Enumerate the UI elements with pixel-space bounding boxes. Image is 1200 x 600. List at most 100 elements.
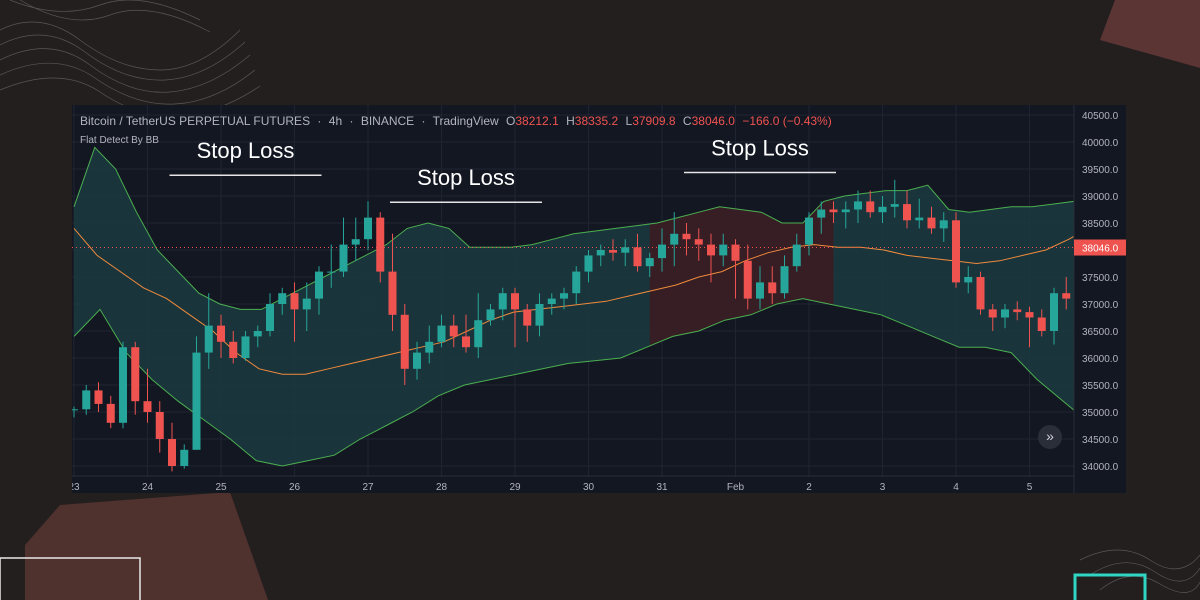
header-sep: · xyxy=(349,114,354,128)
price-tick-label: 34500.0 xyxy=(1082,435,1119,446)
candle-body xyxy=(290,293,299,310)
candle-body xyxy=(425,341,434,353)
candle-body xyxy=(780,266,789,294)
time-tick-label: 29 xyxy=(509,482,521,493)
header-sep: · xyxy=(317,114,322,128)
candle-body xyxy=(168,439,176,466)
candle-body xyxy=(315,271,323,299)
chart-canvas[interactable]: Stop Loss Stop Loss Stop Loss 34000.0 34500.… xyxy=(72,105,1126,493)
candle-body xyxy=(596,250,605,256)
candle-body xyxy=(658,244,666,259)
candle-body xyxy=(609,250,617,253)
price-tick-label: 38500.0 xyxy=(1082,219,1119,230)
candle-body xyxy=(523,309,532,326)
candle-body xyxy=(400,314,409,369)
candle-body xyxy=(155,412,164,439)
candle-body xyxy=(988,309,997,318)
price-tick-label: 36000.0 xyxy=(1082,354,1119,365)
time-tick-label: 26 xyxy=(289,482,301,493)
price-tick-label: 39500.0 xyxy=(1082,165,1119,176)
lower-band-line xyxy=(73,298,1116,467)
candle-body xyxy=(964,277,973,283)
symbol-name[interactable]: Bitcoin / TetherUS PERPETUAL FUTURES xyxy=(80,114,311,128)
candle-body xyxy=(180,449,189,466)
candle-body xyxy=(241,336,250,358)
candle-body xyxy=(376,217,385,272)
decor-shape-top-right xyxy=(1100,0,1200,68)
candle-body xyxy=(743,260,752,299)
time-tick-label: Feb xyxy=(727,482,745,493)
candle-body xyxy=(1037,317,1046,331)
exchange: BINANCE xyxy=(360,114,415,128)
time-tick-label: 2 xyxy=(806,482,812,493)
close-value: C38046.0 xyxy=(682,114,735,128)
candle-body xyxy=(462,336,470,348)
candle-body xyxy=(339,244,348,272)
basis-line xyxy=(73,214,1116,375)
candle-body xyxy=(1001,309,1009,318)
candle-body xyxy=(878,206,887,213)
header-sep: · xyxy=(421,114,426,128)
candle-body xyxy=(192,352,201,450)
candle-body xyxy=(768,282,777,294)
time-tick-label: 3 xyxy=(880,482,886,493)
candle-body xyxy=(756,282,764,299)
candle-body xyxy=(976,277,985,310)
candle-body xyxy=(364,217,372,240)
price-tick-label: 34000.0 xyxy=(1082,462,1119,473)
candle-body xyxy=(645,258,654,267)
open-value: O38212.1 xyxy=(506,114,559,128)
time-tick-label: 5 xyxy=(1027,482,1033,493)
time-tick-label: 24 xyxy=(142,482,154,493)
candle-body xyxy=(841,209,850,213)
candle-body xyxy=(731,244,740,261)
candle-body xyxy=(511,293,519,310)
candle-body xyxy=(143,401,152,412)
high-value: H38335.2 xyxy=(566,114,619,128)
candle-body xyxy=(707,244,715,256)
candle-body xyxy=(535,304,544,326)
candle-body xyxy=(890,204,899,207)
stop-loss-label: Stop Loss xyxy=(711,136,809,161)
candle-body xyxy=(94,390,103,404)
candle-body xyxy=(792,244,801,267)
flat-zone-fill xyxy=(649,198,834,346)
price-tick-label: 35000.0 xyxy=(1082,408,1119,419)
time-tick-label: 23 xyxy=(72,482,80,493)
last-price-tag xyxy=(1074,239,1126,256)
price-tick-label: 40000.0 xyxy=(1082,138,1119,149)
time-tick-label: 28 xyxy=(436,482,448,493)
candle-body xyxy=(817,209,826,218)
time-tick-label: 4 xyxy=(953,482,959,493)
candle-body xyxy=(72,409,78,411)
candle-body xyxy=(694,239,703,245)
candle-body xyxy=(204,325,213,353)
candle-body xyxy=(437,325,446,342)
candle-body xyxy=(1013,309,1022,313)
decor-outline-bottom-left xyxy=(0,557,141,600)
candle-body xyxy=(805,217,813,245)
indicator-name[interactable]: Flat Detect By BB xyxy=(80,135,159,146)
candle-body xyxy=(939,220,948,229)
candle-body xyxy=(302,298,311,310)
candle-body xyxy=(266,304,274,331)
decor-shape-bottom-left xyxy=(25,492,268,600)
price-tick-label: 37000.0 xyxy=(1082,300,1119,311)
price-tick-label: 40500.0 xyxy=(1082,111,1119,122)
candle-body xyxy=(327,271,336,273)
double-chevron-right-icon[interactable]: » xyxy=(1038,425,1062,449)
candle-body xyxy=(278,293,287,304)
time-tick-label: 30 xyxy=(583,482,595,493)
candle-body xyxy=(388,271,397,315)
candle-body xyxy=(633,247,642,267)
candle-body xyxy=(719,244,728,256)
candle-body xyxy=(952,220,960,283)
candle-body xyxy=(498,293,507,310)
chart-panel[interactable]: Stop Loss Stop Loss Stop Loss 34000.0 34500.… xyxy=(72,105,1126,493)
candle-body xyxy=(474,320,483,348)
source: TradingView xyxy=(432,114,499,128)
interval[interactable]: 4h xyxy=(328,114,343,128)
candle-body xyxy=(915,217,924,221)
time-tick-label: 25 xyxy=(215,482,227,493)
